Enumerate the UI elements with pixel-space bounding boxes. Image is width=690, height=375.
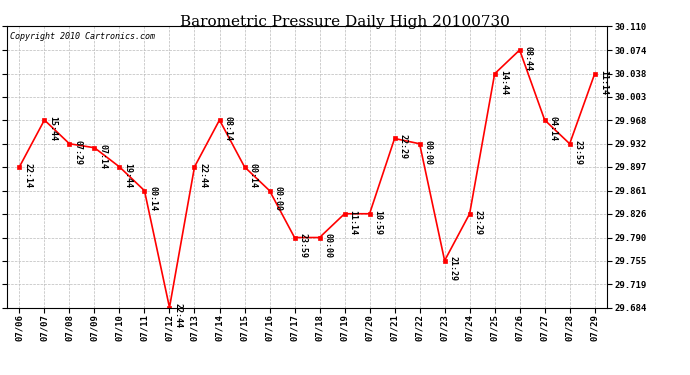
Text: 00:00: 00:00 <box>424 140 433 165</box>
Text: 11:14: 11:14 <box>348 210 357 235</box>
Text: 14:44: 14:44 <box>499 70 508 94</box>
Text: 08:14: 08:14 <box>224 116 233 141</box>
Text: 15:44: 15:44 <box>48 116 57 141</box>
Text: 19:44: 19:44 <box>124 163 132 188</box>
Text: 00:00: 00:00 <box>274 186 283 211</box>
Text: 10:59: 10:59 <box>374 210 383 235</box>
Text: 22:44: 22:44 <box>199 163 208 188</box>
Text: 00:00: 00:00 <box>324 233 333 258</box>
Text: 23:59: 23:59 <box>574 140 583 165</box>
Text: 21:29: 21:29 <box>448 256 457 282</box>
Text: 08:44: 08:44 <box>524 46 533 71</box>
Text: 11:14: 11:14 <box>599 70 608 94</box>
Text: Barometric Pressure Daily High 20100730: Barometric Pressure Daily High 20100730 <box>180 15 510 29</box>
Text: 07:14: 07:14 <box>99 144 108 168</box>
Text: 22:44: 22:44 <box>174 303 183 328</box>
Text: 07:29: 07:29 <box>74 140 83 165</box>
Text: 23:29: 23:29 <box>474 210 483 235</box>
Text: Copyright 2010 Cartronics.com: Copyright 2010 Cartronics.com <box>10 32 155 41</box>
Text: 00:14: 00:14 <box>248 163 257 188</box>
Text: 22:29: 22:29 <box>399 134 408 159</box>
Text: 22:14: 22:14 <box>23 163 32 188</box>
Text: 00:14: 00:14 <box>148 186 157 211</box>
Text: 04:14: 04:14 <box>549 116 558 141</box>
Text: 23:59: 23:59 <box>299 233 308 258</box>
